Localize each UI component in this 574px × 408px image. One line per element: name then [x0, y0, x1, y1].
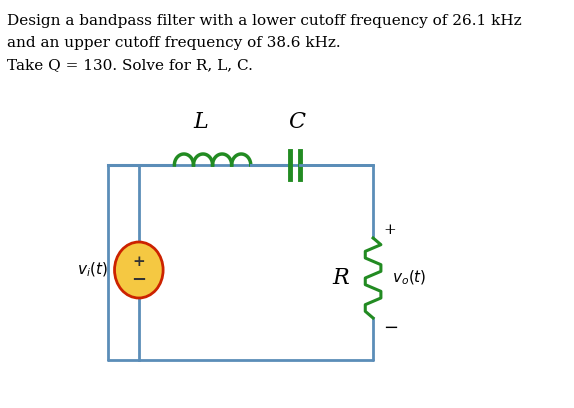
Text: R: R	[332, 267, 349, 289]
Text: Take Q = 130. Solve for R, L, C.: Take Q = 130. Solve for R, L, C.	[7, 58, 253, 72]
Text: $v_o(t)$: $v_o(t)$	[392, 269, 426, 287]
Text: Design a bandpass filter with a lower cutoff frequency of 26.1 kHz: Design a bandpass filter with a lower cu…	[7, 14, 522, 28]
Circle shape	[115, 242, 163, 298]
Text: C: C	[288, 111, 305, 133]
Text: and an upper cutoff frequency of 38.6 kHz.: and an upper cutoff frequency of 38.6 kH…	[7, 36, 340, 50]
Text: −: −	[131, 271, 146, 289]
Text: L: L	[193, 111, 208, 133]
Text: +: +	[133, 255, 145, 269]
Text: +: +	[383, 223, 396, 237]
Text: $v_i(t)$: $v_i(t)$	[77, 261, 107, 279]
Text: −: −	[383, 319, 398, 337]
